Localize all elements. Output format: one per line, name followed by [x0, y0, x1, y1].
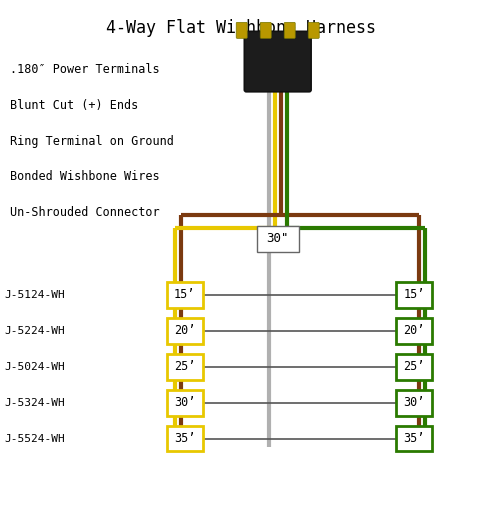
Text: 30’: 30’	[403, 396, 425, 409]
FancyBboxPatch shape	[284, 23, 295, 38]
FancyBboxPatch shape	[167, 318, 203, 344]
Text: 20’: 20’	[174, 324, 196, 338]
FancyBboxPatch shape	[396, 318, 432, 344]
Text: .180″ Power Terminals: .180″ Power Terminals	[10, 63, 159, 76]
FancyBboxPatch shape	[260, 23, 271, 38]
FancyBboxPatch shape	[308, 23, 319, 38]
Text: 20’: 20’	[403, 324, 425, 338]
Text: Bonded Wishbone Wires: Bonded Wishbone Wires	[10, 170, 159, 184]
Text: 25’: 25’	[174, 360, 196, 373]
Text: J-5324-WH: J-5324-WH	[5, 398, 66, 408]
Text: Un-Shrouded Connector: Un-Shrouded Connector	[10, 206, 159, 220]
Text: 35’: 35’	[174, 432, 196, 445]
FancyBboxPatch shape	[396, 390, 432, 416]
FancyBboxPatch shape	[236, 23, 247, 38]
Text: 15’: 15’	[403, 288, 425, 302]
Text: J-5124-WH: J-5124-WH	[5, 290, 66, 300]
FancyBboxPatch shape	[167, 282, 203, 308]
Text: J-5224-WH: J-5224-WH	[5, 326, 66, 336]
FancyBboxPatch shape	[396, 282, 432, 308]
Text: 30": 30"	[267, 232, 289, 245]
Text: Blunt Cut (+) Ends: Blunt Cut (+) Ends	[10, 98, 138, 112]
Text: 30’: 30’	[174, 396, 196, 409]
FancyBboxPatch shape	[396, 426, 432, 451]
FancyBboxPatch shape	[167, 426, 203, 451]
Text: J-5024-WH: J-5024-WH	[5, 362, 66, 372]
FancyBboxPatch shape	[257, 226, 298, 251]
Text: J-5524-WH: J-5524-WH	[5, 433, 66, 444]
Text: 15’: 15’	[174, 288, 196, 302]
Text: 4-Way Flat Wishbone Harness: 4-Way Flat Wishbone Harness	[106, 19, 377, 37]
FancyBboxPatch shape	[244, 31, 311, 92]
Text: Ring Terminal on Ground: Ring Terminal on Ground	[10, 134, 173, 148]
Text: 35’: 35’	[403, 432, 425, 445]
FancyBboxPatch shape	[167, 390, 203, 416]
Text: 25’: 25’	[403, 360, 425, 373]
FancyBboxPatch shape	[396, 354, 432, 380]
FancyBboxPatch shape	[167, 354, 203, 380]
